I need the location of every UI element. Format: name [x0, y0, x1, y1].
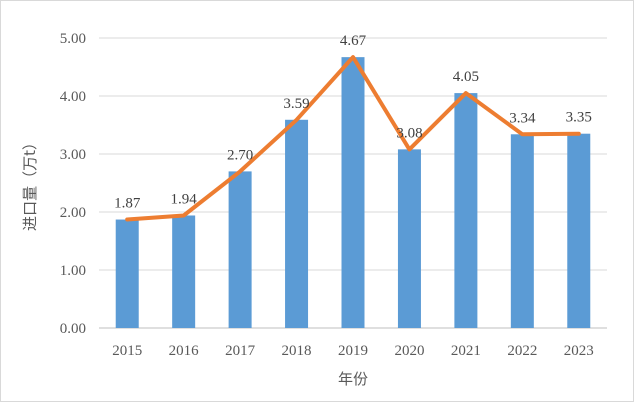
y-axis-title: 进口量（万t）	[21, 135, 39, 231]
x-tick-label: 2017	[225, 343, 256, 359]
data-label: 4.67	[340, 33, 367, 49]
x-tick-label: 2020	[394, 343, 424, 359]
data-label: 3.08	[396, 125, 422, 141]
y-tick-label: 2.00	[60, 205, 86, 221]
data-label: 1.94	[171, 191, 198, 207]
x-tick-label: 2022	[507, 343, 537, 359]
x-tick-label: 2023	[564, 343, 594, 359]
data-label: 3.59	[283, 96, 309, 112]
data-labels: 1.87 1.94 2.70 3.59 4.67 3.08 4.05 3.34 3.35	[114, 33, 592, 211]
bar-2019	[341, 57, 365, 328]
x-tick-label: 2021	[451, 343, 481, 359]
x-tick-label: 2018	[282, 343, 312, 359]
data-label: 3.35	[566, 110, 592, 126]
x-tick-label: 2019	[338, 343, 368, 359]
y-tick-label: 0.00	[60, 321, 86, 337]
data-label: 3.34	[509, 110, 536, 126]
bar-2021	[454, 93, 478, 328]
y-tick-label: 4.00	[60, 89, 86, 105]
x-axis-ticks: 2015 2016 2017 2018 2019 2020 2021 2022 2023	[112, 343, 594, 359]
bar-series	[115, 57, 591, 328]
data-label: 4.05	[453, 69, 479, 85]
x-axis-title: 年份	[338, 370, 368, 388]
bar-2018	[285, 119, 309, 328]
y-axis-ticks: 0.00 1.00 2.00 3.00 4.00 5.00	[60, 31, 86, 337]
bar-2022	[510, 134, 534, 328]
bar-2015	[115, 219, 139, 328]
y-tick-label: 1.00	[60, 263, 86, 279]
y-tick-label: 3.00	[60, 147, 86, 163]
trend-line	[125, 55, 581, 222]
bar-2017	[228, 171, 252, 328]
data-label: 2.70	[227, 147, 253, 163]
y-tick-label: 5.00	[60, 31, 86, 47]
data-label: 1.87	[114, 196, 141, 212]
bar-2020	[397, 149, 421, 328]
x-tick-label: 2015	[112, 343, 142, 359]
x-tick-label: 2016	[169, 343, 200, 359]
bar-2023	[567, 133, 591, 328]
bar-2016	[172, 215, 196, 328]
